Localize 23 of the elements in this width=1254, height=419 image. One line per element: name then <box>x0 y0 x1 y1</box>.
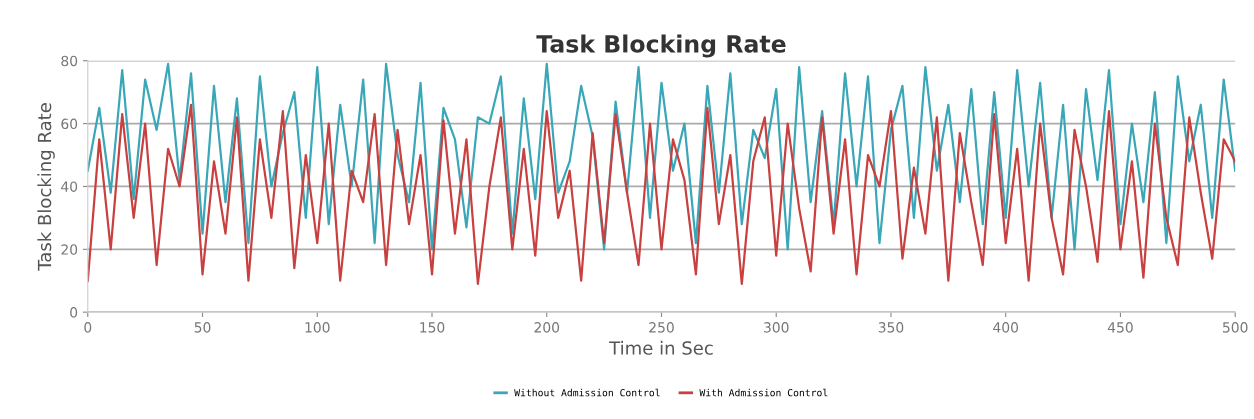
line-series <box>87 103 1236 285</box>
x-tick-label: 500 <box>1223 322 1248 333</box>
x-tick-label: 350 <box>878 322 904 333</box>
x-tick-label: 0 <box>84 322 92 333</box>
x-axis-title: Time in Sec <box>609 340 713 355</box>
line-series <box>87 62 1236 251</box>
y-tick-label: 0 <box>70 307 78 318</box>
y-tick-label: 60 <box>61 118 78 130</box>
x-tick-label: 150 <box>420 322 445 333</box>
y-tick-label: 20 <box>61 244 78 255</box>
chart-title: Task Blocking Rate <box>536 34 786 58</box>
x-tick-label: 200 <box>534 322 560 333</box>
x-tick-label: 300 <box>764 322 789 333</box>
legend-label: Without Admission Control <box>514 388 660 397</box>
y-axis-title: Task Blocking Rate <box>37 103 55 271</box>
legend-label: With Admission Control <box>699 388 828 397</box>
x-tick-label: 50 <box>194 322 211 333</box>
x-tick-label: 250 <box>649 322 674 333</box>
x-tick-label: 100 <box>305 322 330 333</box>
x-tick-label: 400 <box>993 322 1019 333</box>
y-tick-label: 80 <box>61 55 78 67</box>
x-tick-label: 450 <box>1107 322 1133 333</box>
y-tick-label: 40 <box>61 181 78 192</box>
